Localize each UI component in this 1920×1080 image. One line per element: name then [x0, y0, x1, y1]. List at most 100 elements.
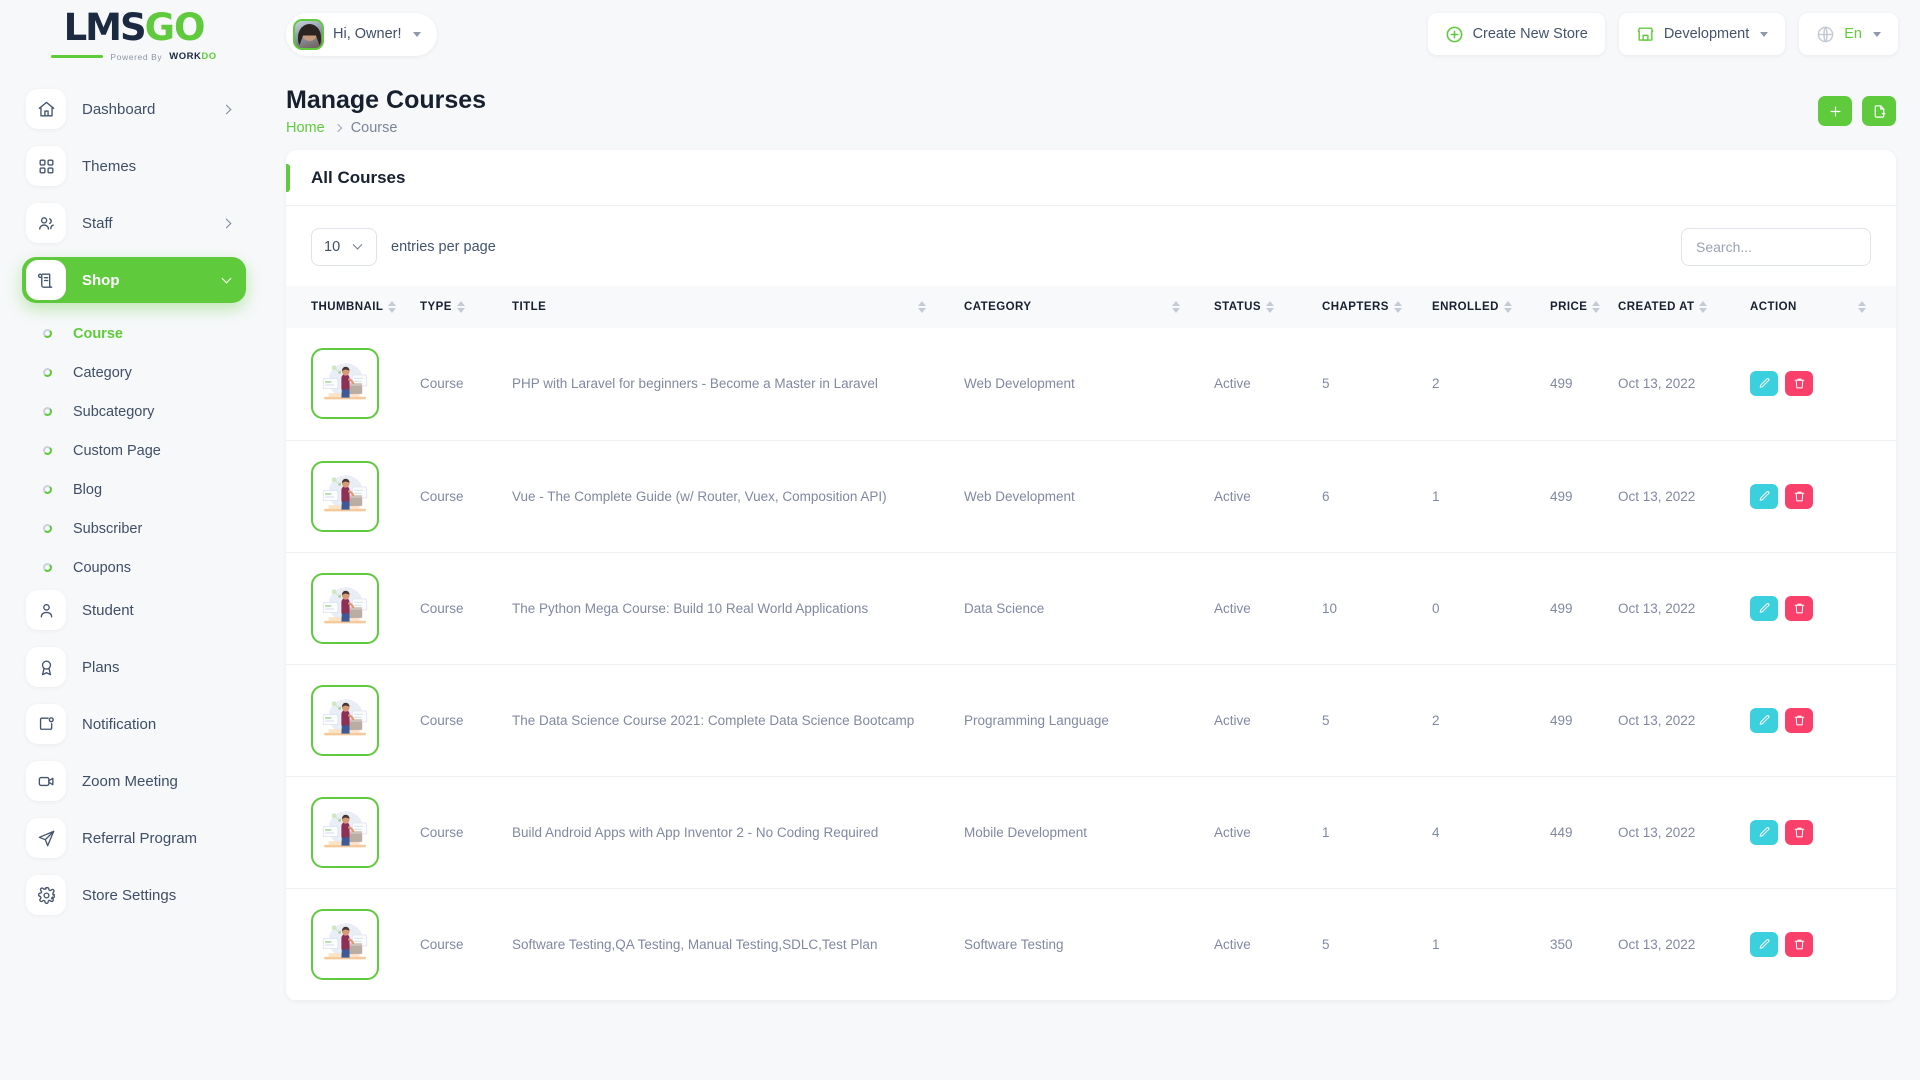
bullet-icon — [43, 485, 52, 494]
sidebar-item-plans[interactable]: Plans — [22, 644, 246, 690]
delete-button[interactable] — [1785, 931, 1813, 957]
delete-button[interactable] — [1785, 595, 1813, 621]
sidebar-item-store-settings[interactable]: Store Settings — [22, 872, 246, 918]
cell-chapters: 10 — [1322, 552, 1432, 665]
sort-icon[interactable] — [918, 301, 926, 313]
column-header-thumbnail[interactable]: THUMBNAIL — [286, 286, 420, 328]
column-header-title[interactable]: TITLE — [512, 286, 964, 328]
cell-chapters: 6 — [1322, 440, 1432, 553]
breadcrumb-home[interactable]: Home — [286, 120, 325, 136]
edit-button[interactable] — [1750, 931, 1778, 957]
column-header-enrolled[interactable]: ENROLLED — [1432, 286, 1550, 328]
entries-per-page-select[interactable]: 10 — [311, 228, 377, 266]
column-header-type[interactable]: TYPE — [420, 286, 512, 328]
column-header-action[interactable]: ACTION — [1750, 286, 1896, 328]
chevron-down-icon — [221, 273, 232, 283]
store-selector[interactable]: Development — [1618, 13, 1786, 55]
sidebar-item-dashboard[interactable]: Dashboard — [22, 86, 246, 132]
status-badge: Active — [1214, 600, 1251, 616]
status-badge: Active — [1214, 824, 1251, 840]
sort-icon[interactable] — [1503, 301, 1512, 313]
cell-enrolled: 2 — [1432, 664, 1550, 777]
add-course-button[interactable] — [1818, 96, 1852, 126]
language-label: En — [1844, 26, 1862, 42]
sidebar-item-referral-program[interactable]: Referral Program — [22, 815, 246, 861]
pencil-icon — [1759, 490, 1769, 501]
sidebar-label: Student — [82, 601, 134, 619]
table-head: THUMBNAIL TYPE TITLE CATEGORY STATUS CHA… — [286, 286, 1896, 328]
card-accent-bar — [286, 164, 290, 192]
search-input[interactable] — [1681, 228, 1871, 266]
import-course-button[interactable] — [1862, 96, 1896, 126]
pencil-icon — [1759, 378, 1769, 389]
course-thumbnail — [311, 796, 379, 868]
sidebar-subitem-category[interactable]: Category — [22, 353, 246, 392]
sidebar-item-staff[interactable]: Staff — [22, 200, 246, 246]
sidebar-sublabel: Custom Page — [73, 442, 161, 459]
edit-button[interactable] — [1750, 819, 1778, 845]
column-header-created-at[interactable]: CREATED AT — [1618, 286, 1750, 328]
column-header-price[interactable]: PRICE — [1550, 286, 1618, 328]
sidebar-subitem-course[interactable]: Course — [22, 314, 246, 353]
sort-icon[interactable] — [388, 301, 397, 313]
top-bar-actions: Create New Store Development En — [1427, 13, 1920, 55]
course-thumbnail-illustration — [322, 475, 368, 512]
sidebar-subitem-coupons[interactable]: Coupons — [22, 548, 246, 587]
cell-chapters: 5 — [1322, 664, 1432, 777]
cell-type: Course — [420, 888, 512, 1001]
users-icon — [26, 203, 66, 243]
sidebar-item-shop[interactable]: Shop — [22, 257, 246, 303]
sort-icon[interactable] — [1858, 301, 1866, 313]
delete-button[interactable] — [1785, 483, 1813, 509]
cell-category: Web Development — [964, 440, 1214, 553]
column-header-status[interactable]: STATUS — [1214, 286, 1322, 328]
sidebar-subitem-subscriber[interactable]: Subscriber — [22, 509, 246, 548]
page-header-actions — [1818, 86, 1896, 126]
sidebar-subitem-blog[interactable]: Blog — [22, 470, 246, 509]
user-profile-menu[interactable]: Hi, Owner! — [286, 12, 437, 56]
delete-button[interactable] — [1785, 819, 1813, 845]
language-selector[interactable]: En — [1799, 13, 1898, 55]
delete-button[interactable] — [1785, 707, 1813, 733]
breadcrumb: Home Course — [286, 120, 486, 136]
edit-button[interactable] — [1750, 707, 1778, 733]
cell-title: Build Android Apps with App Inventor 2 -… — [512, 776, 964, 889]
delete-button[interactable] — [1785, 371, 1813, 397]
edit-button[interactable] — [1750, 483, 1778, 509]
sort-icon[interactable] — [1266, 301, 1274, 313]
logo-primary-text: LMS — [63, 6, 147, 49]
sort-icon[interactable] — [1393, 301, 1402, 313]
edit-button[interactable] — [1750, 595, 1778, 621]
sidebar-item-student[interactable]: Student — [22, 587, 246, 633]
cell-chapters: 5 — [1322, 888, 1432, 1001]
cell-price: 499 — [1550, 552, 1618, 665]
course-thumbnail — [311, 348, 379, 420]
create-new-store-button[interactable]: Create New Store — [1427, 13, 1605, 55]
all-courses-card: All Courses 10 entries per page — [286, 150, 1896, 1001]
cell-price: 350 — [1550, 888, 1618, 1001]
cell-action — [1750, 776, 1896, 889]
cell-title: The Python Mega Course: Build 10 Real Wo… — [512, 552, 964, 665]
grid-icon — [26, 146, 66, 186]
app-logo[interactable]: LMS GO Powered By WORKDO — [0, 6, 268, 62]
cell-status: Active — [1214, 888, 1322, 1001]
sort-icon[interactable] — [1699, 301, 1708, 313]
sidebar-item-notification[interactable]: Notification — [22, 701, 246, 747]
sidebar-subitem-custom-page[interactable]: Custom Page — [22, 431, 246, 470]
bullet-icon — [43, 407, 52, 416]
column-header-category[interactable]: CATEGORY — [964, 286, 1214, 328]
cell-category: Web Development — [964, 328, 1214, 441]
cell-enrolled: 0 — [1432, 552, 1550, 665]
sidebar-item-themes[interactable]: Themes — [22, 143, 246, 189]
sidebar-subitem-subcategory[interactable]: Subcategory — [22, 392, 246, 431]
sort-icon[interactable] — [1172, 301, 1180, 313]
cell-created-at: Oct 13, 2022 — [1618, 664, 1750, 777]
sidebar-item-zoom-meeting[interactable]: Zoom Meeting — [22, 758, 246, 804]
bullet-icon — [43, 563, 52, 572]
edit-button[interactable] — [1750, 371, 1778, 397]
column-header-chapters[interactable]: CHAPTERS — [1322, 286, 1432, 328]
cell-enrolled: 2 — [1432, 328, 1550, 441]
sort-icon[interactable] — [1592, 301, 1601, 313]
sort-icon[interactable] — [456, 301, 465, 313]
course-thumbnail — [311, 684, 379, 756]
